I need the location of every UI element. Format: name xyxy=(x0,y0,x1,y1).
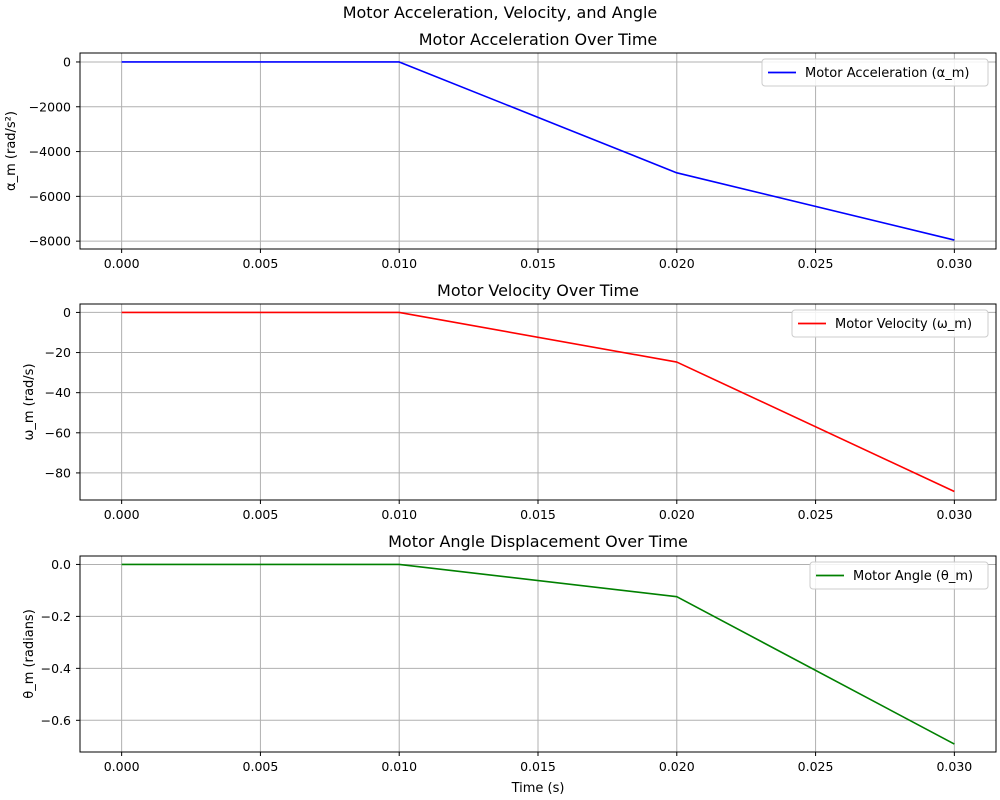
legend: Motor Angle (θ_m) xyxy=(809,561,989,590)
series-line xyxy=(121,563,955,745)
x-tick-label: 0.025 xyxy=(798,256,834,271)
x-tick-label: 0.005 xyxy=(243,507,279,522)
y-axis-label: θ_m (radians) xyxy=(22,609,37,699)
legend-box xyxy=(761,58,989,87)
subplot-angle: Motor Angle Displacement Over Time 0.000… xyxy=(22,532,997,796)
series-line xyxy=(121,61,955,241)
subplot-title: Motor Acceleration Over Time xyxy=(419,30,658,49)
legend-label: Motor Angle (θ_m) xyxy=(853,569,973,584)
x-tick-label: 0.025 xyxy=(798,507,834,522)
y-tick-label: 0 xyxy=(63,54,71,69)
x-tick-label: 0.030 xyxy=(936,256,972,271)
y-tick-label: −80 xyxy=(45,465,71,480)
legend-box xyxy=(809,561,989,590)
y-tick-label: −40 xyxy=(45,385,71,400)
x-tick-label: 0.010 xyxy=(381,759,417,774)
y-tick-label: −20 xyxy=(45,345,71,360)
y-tick-label: −8000 xyxy=(29,234,71,249)
y-tick-label: −0.2 xyxy=(41,609,71,624)
x-tick-label: 0.020 xyxy=(659,256,695,271)
subplot-acceleration: Motor Acceleration Over Time 0.000 0.005 0… xyxy=(4,30,997,271)
x-tick-label: 0.000 xyxy=(104,507,140,522)
x-tick-label: 0.010 xyxy=(381,256,417,271)
x-tick-label: 0.025 xyxy=(798,759,834,774)
figure-suptitle: Motor Acceleration, Velocity, and Angle xyxy=(343,3,658,22)
y-tick-label: −4000 xyxy=(29,144,71,159)
x-tick-label: 0.000 xyxy=(104,256,140,271)
x-tick-label: 0.015 xyxy=(520,256,556,271)
legend: Motor Acceleration (α_m) xyxy=(761,58,989,87)
y-tick-label: −6000 xyxy=(29,189,71,204)
y-tick-label: 0.0 xyxy=(51,557,71,572)
subplot-title: Motor Velocity Over Time xyxy=(437,281,639,300)
x-tick-label: 0.015 xyxy=(520,759,556,774)
x-tick-label: 0.005 xyxy=(243,256,279,271)
y-tick-label: −60 xyxy=(45,425,71,440)
y-axis-label: ω_m (rad/s) xyxy=(22,363,37,440)
x-axis-label: Time (s) xyxy=(511,781,565,796)
x-tick-label: 0.030 xyxy=(936,507,972,522)
x-tick-label: 0.030 xyxy=(936,759,972,774)
y-tick-label: 0 xyxy=(63,305,71,320)
y-tick-label: −0.4 xyxy=(41,661,71,676)
y-axis-label: α_m (rad/s²) xyxy=(4,111,19,191)
x-tick-label: 0.010 xyxy=(381,507,417,522)
x-tick-label: 0.005 xyxy=(243,759,279,774)
grid xyxy=(80,556,996,752)
x-tick-label: 0.015 xyxy=(520,507,556,522)
subplot-title: Motor Angle Displacement Over Time xyxy=(388,532,688,551)
legend-label: Motor Acceleration (α_m) xyxy=(805,66,970,81)
x-tick-label: 0.020 xyxy=(659,507,695,522)
x-tick-label: 0.020 xyxy=(659,759,695,774)
subplot-velocity: Motor Velocity Over Time 0.000 0.005 0.010… xyxy=(22,281,997,522)
legend-label: Motor Velocity (ω_m) xyxy=(835,317,972,332)
y-tick-label: −0.6 xyxy=(41,713,71,728)
legend-box xyxy=(791,309,989,338)
legend: Motor Velocity (ω_m) xyxy=(791,309,989,338)
series-line xyxy=(121,311,955,493)
y-tick-label: −2000 xyxy=(29,99,71,114)
x-tick-label: 0.000 xyxy=(104,759,140,774)
